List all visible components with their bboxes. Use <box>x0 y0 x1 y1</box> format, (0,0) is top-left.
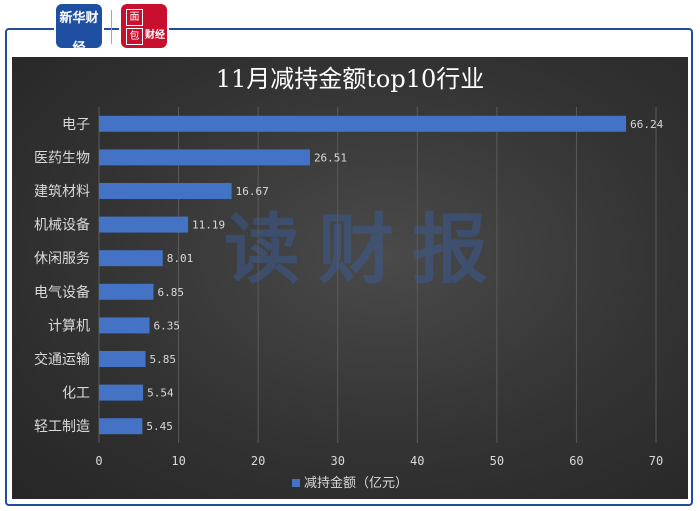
bar <box>99 183 232 199</box>
chart-title: 11月减持金额top10行业 <box>215 65 485 93</box>
legend-label: 减持金额（亿元） <box>303 476 408 491</box>
category-label: 医药生物 <box>34 150 90 166</box>
data-label: 16.67 <box>236 185 269 198</box>
bar <box>99 384 144 401</box>
mianbao-logo-char2: 包 <box>126 28 143 45</box>
category-label: 休闲服务 <box>34 251 90 267</box>
data-label: 11.19 <box>192 219 225 232</box>
bar <box>99 149 310 166</box>
xinhua-logo-text: 新华财经 <box>59 11 99 56</box>
bar <box>99 115 627 132</box>
x-tick-label: 60 <box>569 454 583 468</box>
data-label: 5.85 <box>150 353 177 366</box>
mianbao-finance-logo: 面 包 财经 <box>121 4 167 48</box>
x-tick-label: 10 <box>171 454 185 468</box>
bar <box>99 418 143 435</box>
category-label: 化工 <box>62 386 90 402</box>
category-label: 电子 <box>62 117 90 133</box>
data-label: 66.24 <box>630 118 663 131</box>
category-label: 机械设备 <box>34 217 90 234</box>
mianbao-logo-char1: 面 <box>126 9 143 26</box>
bar <box>99 283 154 300</box>
x-tick-label: 40 <box>410 454 424 468</box>
x-tick-label: 30 <box>330 454 344 468</box>
xinhua-finance-logo: 新华财经 XINHUA FINANCE <box>56 4 102 69</box>
category-label: 交通运输 <box>34 351 90 368</box>
data-label: 6.35 <box>154 319 181 332</box>
category-label: 轻工制造 <box>34 419 90 435</box>
x-tick-label: 0 <box>95 454 102 468</box>
bar <box>99 216 189 233</box>
category-label: 电气设备 <box>34 284 90 301</box>
watermark-text: 读财报 <box>224 205 506 294</box>
category-label: 计算机 <box>48 318 90 334</box>
logo-divider <box>111 10 112 44</box>
x-tick-label: 70 <box>649 454 663 468</box>
bar <box>99 317 150 334</box>
x-tick-label: 20 <box>251 454 265 468</box>
bar <box>99 250 163 267</box>
category-label: 建筑材料 <box>34 184 90 200</box>
data-label: 5.54 <box>147 387 174 400</box>
data-label: 5.45 <box>146 420 173 433</box>
mianbao-logo-text: 财经 <box>145 30 165 41</box>
data-label: 26.51 <box>314 151 347 164</box>
data-label: 8.01 <box>167 252 194 265</box>
chart-legend: 减持金额（亿元） <box>12 474 688 494</box>
bar <box>99 351 146 367</box>
legend-swatch <box>291 478 300 487</box>
x-tick-label: 50 <box>490 454 504 468</box>
data-label: 6.85 <box>158 286 185 299</box>
